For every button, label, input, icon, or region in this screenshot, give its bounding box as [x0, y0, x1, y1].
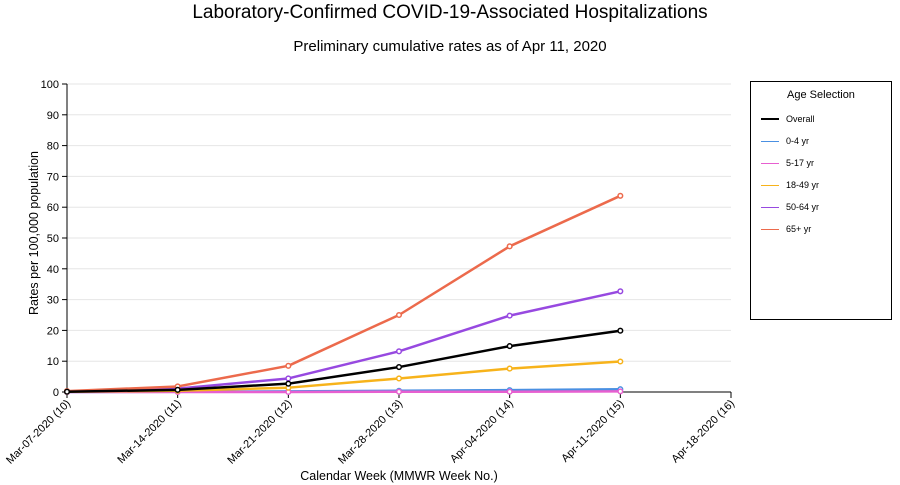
- y-tick-label: 10: [47, 356, 59, 368]
- legend-item-0-4-yr[interactable]: 0-4 yr: [761, 134, 809, 148]
- x-tick-label: Mar-21-2020 (12): [225, 398, 294, 467]
- y-tick-label: 30: [47, 295, 59, 307]
- legend-label: 50-64 yr: [786, 202, 820, 212]
- y-tick-label: 80: [47, 141, 59, 153]
- legend-swatch: [761, 140, 779, 142]
- x-tick-label: Mar-07-2020 (10): [4, 398, 73, 467]
- legend-swatch: [761, 228, 779, 230]
- data-point: [506, 243, 513, 250]
- data-point: [174, 386, 181, 393]
- legend-swatch: [761, 206, 779, 208]
- data-point: [285, 375, 292, 382]
- data-point: [63, 388, 71, 395]
- data-point: [395, 348, 403, 355]
- series-line-overall: [66, 329, 621, 393]
- y-tick-label: 40: [47, 264, 59, 276]
- legend-label: 18-49 yr: [786, 180, 820, 190]
- y-tick-label: 70: [47, 171, 59, 183]
- x-axis-label: Calendar Week (MMWR Week No.): [300, 469, 498, 483]
- chart-subtitle: Preliminary cumulative rates as of Apr 1…: [293, 38, 607, 55]
- data-point: [395, 311, 403, 319]
- x-tick-label: Apr-04-2020 (14): [448, 398, 516, 466]
- data-point: [617, 358, 624, 365]
- data-point: [617, 288, 624, 295]
- data-point: [506, 388, 513, 395]
- y-tick-label: 90: [47, 110, 59, 122]
- y-tick-label: 0: [53, 387, 59, 399]
- legend-swatch: [761, 162, 779, 164]
- y-tick-label: 20: [47, 325, 59, 337]
- data-point: [395, 364, 403, 371]
- x-tick-label: Mar-14-2020 (11): [115, 398, 183, 466]
- legend-panel: Age Selection Overall 0-4 yr 5-17 yr 18-49 …: [750, 81, 892, 320]
- x-tick-label: Apr-18-2020 (16): [669, 398, 737, 466]
- y-tick-label: 60: [47, 202, 59, 214]
- legend-swatch: [761, 118, 779, 120]
- y-tick-label: 50: [47, 233, 59, 245]
- x-tick-label: Apr-11-2020 (15): [559, 398, 626, 465]
- legend-item-50-64-yr[interactable]: 50-64 yr: [761, 200, 819, 214]
- legend-item-65-yr[interactable]: 65+ yr: [761, 222, 811, 236]
- legend-item-18-49-yr[interactable]: 18-49 yr: [761, 178, 819, 192]
- gridlines: [67, 83, 731, 362]
- data-point: [285, 362, 292, 369]
- data-point: [395, 388, 403, 395]
- legend-label: Overall: [786, 114, 815, 124]
- series-line-65-yr: [66, 194, 621, 393]
- y-tick-label: 100: [41, 79, 59, 91]
- legend-label: 0-4 yr: [786, 136, 810, 146]
- data-point: [285, 380, 292, 387]
- data-point: [617, 388, 624, 395]
- series-lines: [63, 192, 624, 396]
- data-point: [617, 192, 624, 199]
- legend-item-overall[interactable]: Overall: [761, 112, 815, 126]
- axes: 0 10 20 30 40 50 60 70 80 90 100 Mar-07-2020 (10) Ma…: [4, 79, 737, 467]
- legend-label: 5-17 yr: [786, 158, 815, 168]
- data-point: [506, 365, 513, 372]
- data-point: [395, 375, 403, 382]
- legend-item-5-17-yr[interactable]: 5-17 yr: [761, 156, 814, 170]
- legend-title: Age Selection: [787, 89, 855, 101]
- x-tick-label: Mar-28-2020 (13): [336, 398, 405, 467]
- data-point: [506, 343, 513, 350]
- data-point: [617, 327, 624, 334]
- data-point: [506, 312, 513, 319]
- y-axis-label: Rates per 100,000 population: [27, 151, 41, 315]
- chart-title: Laboratory-Confirmed COVID-19-Associated…: [192, 2, 708, 23]
- legend-swatch: [761, 184, 779, 186]
- legend-label: 65+ yr: [786, 224, 812, 234]
